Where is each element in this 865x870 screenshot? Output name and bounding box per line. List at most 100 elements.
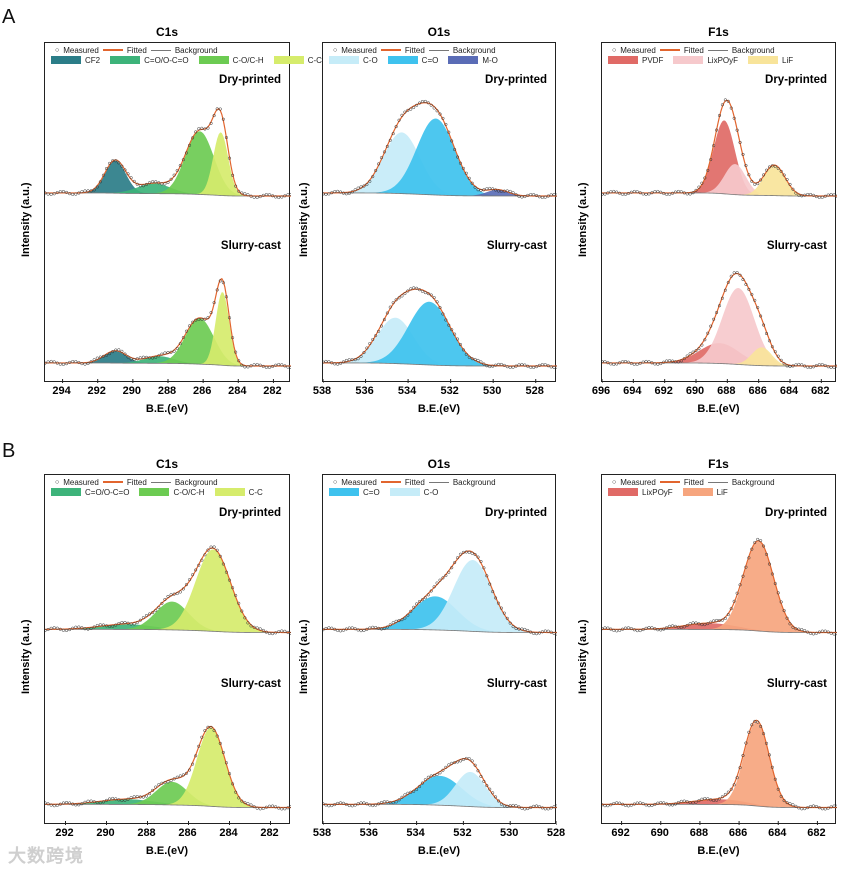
measured-point — [144, 355, 149, 359]
legend-swatch — [139, 488, 170, 496]
measured-point — [258, 363, 262, 367]
measured-point — [221, 117, 225, 121]
measured-point — [330, 361, 334, 365]
measured-point — [540, 195, 544, 200]
component-peak-c-o — [323, 301, 557, 366]
legend-swatch — [273, 56, 304, 64]
watermark: 大数跨境 — [8, 846, 84, 866]
measured-point — [762, 732, 766, 736]
measured-point — [514, 364, 518, 368]
measured-point — [227, 316, 232, 320]
x-tick-label: 286 — [178, 827, 197, 839]
measured-point — [181, 773, 185, 777]
measured-point — [52, 804, 56, 808]
measured-point — [732, 271, 736, 275]
measured-point — [703, 176, 707, 180]
measured-point — [114, 348, 118, 352]
measured-point — [249, 364, 253, 368]
measured-point — [688, 622, 692, 626]
measured-point — [523, 194, 527, 199]
plot-frame: Dry-printed Slurry-cast ○ Measured Fitted Bac… — [601, 474, 837, 825]
measured-point — [212, 545, 216, 549]
measured-point — [141, 616, 145, 620]
measured-point — [86, 361, 90, 365]
measured-point — [353, 358, 357, 362]
plot-frame: Dry-printed Slurry-cast ○ Measured Fitted Bac… — [322, 474, 557, 825]
measured-point — [323, 802, 325, 806]
measured-point — [45, 361, 47, 365]
measured-point — [77, 191, 81, 195]
measured-point — [532, 631, 536, 635]
measured-point — [129, 176, 133, 180]
fitted-line — [602, 272, 837, 367]
measured-point — [200, 735, 204, 739]
measured-point — [456, 556, 460, 560]
measured-point — [417, 101, 422, 105]
measured-point — [365, 802, 369, 806]
measured-point — [379, 324, 384, 328]
measured-point — [237, 359, 241, 363]
measured-point — [534, 632, 539, 636]
measured-point — [108, 161, 112, 165]
measured-point — [800, 628, 804, 632]
measured-point — [662, 191, 666, 196]
measured-point — [126, 797, 130, 801]
measured-point — [350, 358, 354, 362]
measured-point — [488, 364, 492, 369]
measured-point — [832, 804, 836, 808]
measured-point — [785, 364, 789, 368]
fitted-line-icon — [380, 481, 401, 483]
measured-point — [141, 355, 145, 359]
y-axis-label: Intensity (a.u.) — [20, 619, 32, 694]
measured-point — [712, 798, 716, 803]
x-tick-label: 292 — [87, 385, 106, 397]
measured-point — [773, 777, 777, 781]
measured-point — [374, 168, 378, 173]
measured-point — [172, 173, 176, 177]
measured-point — [350, 626, 354, 630]
measured-point — [803, 193, 807, 197]
measured-point — [280, 363, 284, 367]
background-line-icon — [707, 481, 728, 483]
measured-point — [336, 628, 340, 632]
measured-point — [803, 364, 807, 368]
measured-point — [662, 627, 666, 631]
measured-point — [647, 192, 651, 196]
measured-point — [178, 590, 182, 594]
measured-point — [400, 113, 404, 117]
measured-point — [144, 613, 149, 618]
measured-point — [327, 804, 331, 808]
measured-point — [391, 132, 395, 136]
measured-point — [323, 360, 325, 364]
measured-point — [160, 182, 164, 186]
measured-point — [347, 803, 351, 808]
measured-point — [160, 352, 164, 356]
measured-point — [385, 311, 389, 315]
x-tick-label: 688 — [689, 827, 709, 839]
measured-point — [694, 621, 698, 625]
legend-component: C-O/C-H — [232, 55, 264, 65]
measured-point — [135, 182, 139, 186]
measured-point — [729, 106, 733, 110]
measured-point — [194, 568, 198, 572]
measured-point — [368, 803, 372, 807]
x-tick-label: 290 — [122, 385, 142, 397]
measured-point — [540, 630, 544, 634]
legend: ○ Measured Fitted Background C=O/O-C=O C-O/C-… — [51, 477, 263, 497]
measured-point — [191, 762, 195, 766]
measured-point — [240, 191, 244, 195]
measured-point — [108, 352, 112, 356]
measured-point — [64, 362, 69, 366]
measured-point — [359, 185, 363, 189]
component-peak-c-o-c-h — [45, 131, 291, 196]
measured-point — [327, 360, 331, 364]
measured-point — [476, 769, 480, 773]
measured-point — [753, 182, 757, 186]
measured-point — [368, 179, 372, 183]
measured-point — [215, 107, 219, 111]
measured-point — [333, 627, 337, 631]
measured-point — [323, 628, 325, 632]
measured-point — [141, 795, 145, 799]
measured-point — [61, 362, 66, 366]
measured-point — [382, 318, 386, 322]
